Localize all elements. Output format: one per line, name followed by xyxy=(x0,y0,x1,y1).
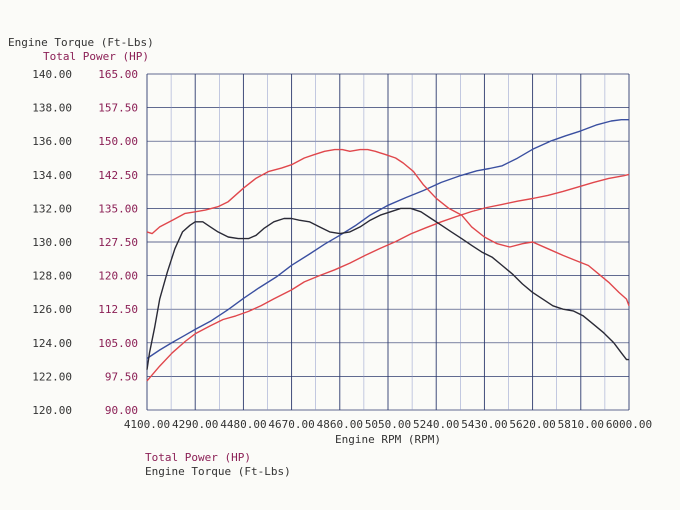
x-tick-label: 4100.00 xyxy=(124,418,170,431)
power-tick-label: 135.00 xyxy=(98,202,138,215)
power-tick-label: 97.50 xyxy=(105,370,138,383)
power-tick-label: 165.00 xyxy=(98,68,138,81)
series-lines xyxy=(146,118,630,382)
torque-tick-label: 134.00 xyxy=(32,169,72,182)
power-axis-title: Total Power (HP) xyxy=(43,50,149,63)
tick-labels: 140.00 138.00 136.00 134.00 132.00 130.00 128.… xyxy=(32,68,652,431)
torque-tick-label: 132.00 xyxy=(32,202,72,215)
power-tick-label: 120.00 xyxy=(98,270,138,283)
x-tick-label: 4480.00 xyxy=(220,418,266,431)
x-tick-label: 5620.00 xyxy=(509,418,555,431)
power-tick-label: 112.50 xyxy=(98,303,138,316)
torque-tick-label: 126.00 xyxy=(32,303,72,316)
power-tick-label: 142.50 xyxy=(98,169,138,182)
x-tick-label: 4860.00 xyxy=(317,418,363,431)
torque-tick-label: 130.00 xyxy=(32,236,72,249)
power-tick-label: 150.00 xyxy=(98,135,138,148)
grid xyxy=(146,73,630,411)
legend-engine-torque: Engine Torque (Ft-Lbs) xyxy=(145,465,291,478)
torque-tick-label: 136.00 xyxy=(32,135,72,148)
engine-torque-line xyxy=(146,207,629,370)
x-tick-label: 4670.00 xyxy=(268,418,314,431)
x-tick-label: 5240.00 xyxy=(413,418,459,431)
torque-axis-title: Engine Torque (Ft-Lbs) xyxy=(8,36,154,49)
legend-total-power: Total Power (HP) xyxy=(145,451,251,464)
x-axis-title: Engine RPM (RPM) xyxy=(335,433,441,446)
x-tick-label: 5050.00 xyxy=(365,418,411,431)
power-tick-label: 105.00 xyxy=(98,337,138,350)
power-tick-label: 157.50 xyxy=(98,102,138,115)
torque-tick-label: 122.00 xyxy=(32,370,72,383)
torque-tick-label: 138.00 xyxy=(32,102,72,115)
torque-tick-label: 128.00 xyxy=(32,270,72,283)
x-tick-label: 6000.00 xyxy=(606,418,652,431)
total-power-line xyxy=(146,173,630,382)
torque-red-line xyxy=(146,148,630,307)
power-tick-label: 127.50 xyxy=(98,236,138,249)
x-tick-label: 4290.00 xyxy=(172,418,218,431)
x-tick-label: 5810.00 xyxy=(558,418,604,431)
x-tick-label: 5430.00 xyxy=(461,418,507,431)
torque-tick-label: 120.00 xyxy=(32,404,72,417)
power-blue-line xyxy=(146,118,629,360)
torque-tick-label: 124.00 xyxy=(32,337,72,350)
power-tick-label: 90.00 xyxy=(105,404,138,417)
torque-tick-label: 140.00 xyxy=(32,68,72,81)
